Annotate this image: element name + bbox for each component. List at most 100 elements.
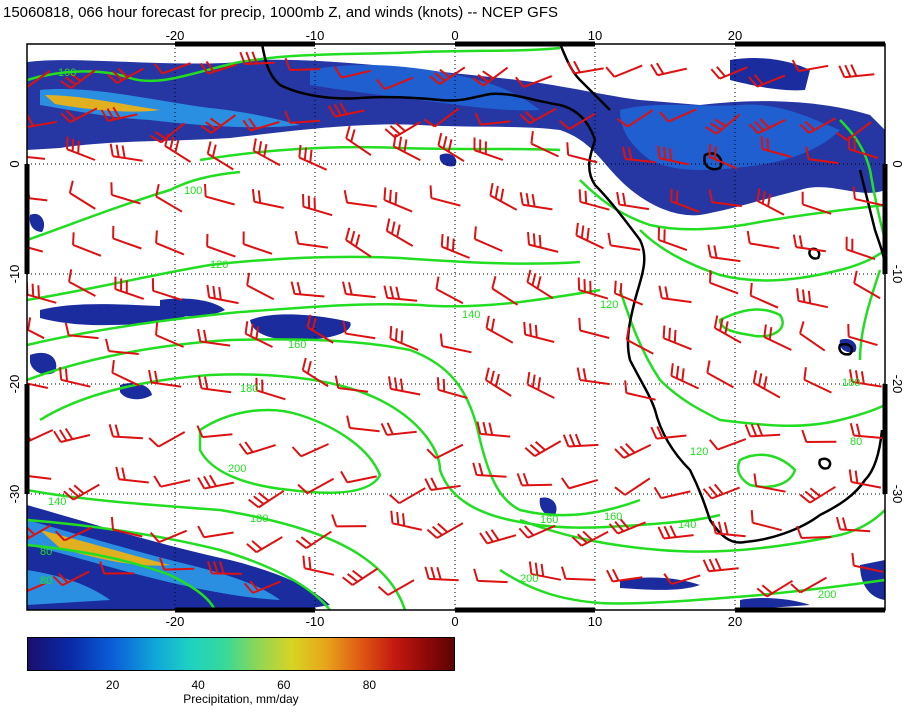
wind-barb <box>301 357 329 388</box>
tick-label: -10 <box>306 28 325 43</box>
wind-barb <box>489 182 518 211</box>
lon-tick-labels-bottom: -20 -10 0 10 20 <box>166 614 743 629</box>
wind-barb <box>650 62 688 77</box>
wind-barb <box>756 579 794 598</box>
wind-barb <box>27 114 57 129</box>
contour-label: 200 <box>818 589 836 601</box>
wind-barb <box>426 522 464 539</box>
wind-barb <box>111 360 140 387</box>
contour-label: 100 <box>58 67 76 79</box>
wind-barb <box>99 561 135 575</box>
wind-barb <box>153 475 191 488</box>
contour-label: 160 <box>288 339 306 351</box>
contour-label: 180 <box>250 513 268 525</box>
wind-barb <box>847 324 878 347</box>
precipitation-colorbar <box>27 637 455 671</box>
wind-barb <box>473 568 508 584</box>
wind-barb <box>748 74 786 88</box>
wind-barb <box>197 525 234 539</box>
wind-barb <box>708 438 747 451</box>
wind-barb <box>248 490 285 509</box>
wind-barb <box>670 188 700 213</box>
tick-label: 0 <box>451 614 458 629</box>
height-contours <box>27 46 885 610</box>
wind-barb <box>485 315 514 344</box>
wind-barb <box>115 466 149 484</box>
wind-barb <box>763 324 792 351</box>
tick-label: 20 <box>728 28 742 43</box>
wind-barb <box>64 322 99 340</box>
wind-barb <box>805 146 839 165</box>
wind-barb <box>625 327 654 355</box>
wind-barb <box>662 325 692 351</box>
wind-barb <box>297 477 335 495</box>
wind-barb <box>756 188 785 216</box>
wind-barb <box>657 145 690 166</box>
contour-label: 100 <box>184 185 202 197</box>
wind-barb <box>474 112 511 126</box>
wind-barb <box>560 477 599 490</box>
wind-barb <box>799 321 826 352</box>
wind-barb <box>440 234 470 259</box>
wind-barb <box>578 317 610 339</box>
wind-barb <box>514 75 553 88</box>
wind-barb <box>251 189 284 209</box>
wind-barb <box>799 485 836 504</box>
colorbar-tick-label: 20 <box>105 678 120 692</box>
contour-label: 120 <box>600 299 618 311</box>
contour-label: 180 <box>842 377 860 389</box>
wind-barb <box>706 360 734 389</box>
wind-barb <box>702 558 739 573</box>
wind-barb <box>711 520 746 538</box>
wind-barb <box>605 64 643 78</box>
wind-barb <box>68 269 96 297</box>
precip-band-north <box>27 59 885 216</box>
wind-barb <box>799 117 836 134</box>
wind-barb <box>343 190 377 208</box>
wind-barb <box>670 363 700 390</box>
wind-barb <box>527 231 559 253</box>
wind-barb <box>848 469 882 489</box>
precip-band-south <box>27 505 330 610</box>
wind-barbs <box>27 51 885 598</box>
wind-barb <box>530 131 559 158</box>
wind-barb <box>53 427 91 443</box>
wind-barb <box>702 483 740 500</box>
wind-barb <box>68 180 96 210</box>
wind-barb <box>390 510 423 531</box>
wind-barb <box>114 276 145 300</box>
wind-barb <box>242 117 280 132</box>
wind-barb <box>340 470 377 484</box>
wind-barb <box>791 59 829 73</box>
wind-barb <box>284 110 321 124</box>
wind-barb <box>380 422 417 436</box>
wind-barb <box>244 321 273 348</box>
wind-barb <box>801 429 837 444</box>
wind-barb <box>476 421 511 438</box>
wind-barb <box>342 281 376 299</box>
wind-barb <box>760 136 792 158</box>
tick-label: -30 <box>7 485 22 504</box>
wind-barb <box>72 232 102 257</box>
wind-barb <box>389 487 426 505</box>
wind-barb <box>107 67 144 84</box>
wind-barb <box>149 122 185 144</box>
map-title: 15060818, 066 hour forecast for precip, … <box>3 4 558 21</box>
wind-barb <box>295 530 332 550</box>
wind-barb <box>110 182 141 205</box>
wind-barb <box>614 442 652 459</box>
wind-barb <box>847 136 879 159</box>
wind-barb <box>199 60 238 75</box>
wind-barb <box>519 192 553 211</box>
wind-barb <box>60 107 98 123</box>
wind-barb <box>484 367 512 397</box>
wind-barb <box>562 433 599 448</box>
wind-barb <box>708 189 742 208</box>
wind-barb <box>836 121 872 141</box>
wind-barb <box>105 338 139 355</box>
wind-barb <box>577 277 609 300</box>
wind-barb <box>845 236 876 261</box>
tick-label: 10 <box>588 614 602 629</box>
wind-barb <box>479 529 517 545</box>
contour-label: 140 <box>48 496 66 508</box>
